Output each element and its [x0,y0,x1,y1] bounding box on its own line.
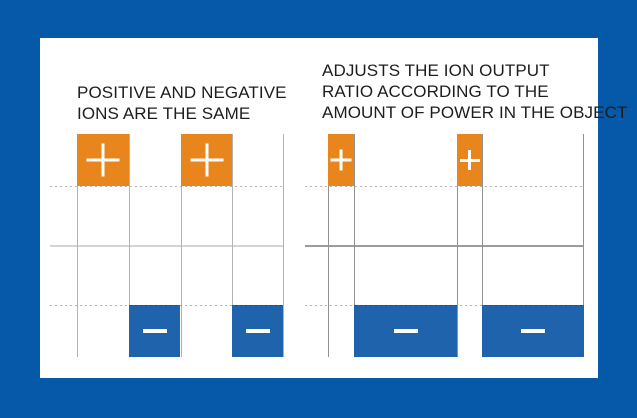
plus-icon [459,150,480,170]
pulse-boundary-line [457,134,458,357]
diagram-panel: POSITIVE AND NEGATIVE IONS ARE THE SAME … [40,38,627,378]
left-chart-title-line-2: IONS ARE THE SAME [77,104,251,123]
pulse-boundary-line [583,134,584,357]
pulse-boundary-line [482,134,483,357]
pulse-boundary-line [328,134,329,357]
negative-ion-pulse [129,305,180,357]
negative-ion-pulse [232,305,283,357]
pulse-boundary-line [181,134,182,357]
positive-ion-pulse [181,134,232,186]
positive-ion-pulse [457,134,482,186]
negative-threshold-dotted-line [50,305,283,306]
positive-ion-pulse [77,134,129,186]
pulse-boundary-line [354,134,355,357]
zero-axis-line [50,245,283,247]
plus-icon [86,143,120,177]
positive-threshold-dotted-line [50,186,283,187]
negative-ion-pulse [482,305,584,357]
plus-icon [190,143,223,177]
right-chart-title-line-1: ADJUSTS THE ION OUTPUT [322,61,550,80]
plus-icon [330,149,352,171]
left-chart [50,134,284,357]
right-chart [305,134,584,357]
negative-threshold-dotted-line [305,305,584,306]
negative-ion-pulse [354,305,457,357]
positive-threshold-dotted-line [305,186,584,187]
right-chart-title-line-3: AMOUNT OF POWER IN THE OBJECT [322,103,628,122]
pulse-boundary-line [232,134,233,357]
positive-ion-pulse [328,134,354,186]
minus-icon [142,329,167,333]
pulse-boundary-line [129,134,130,357]
minus-icon [245,329,270,333]
left-chart-title-line-1: POSITIVE AND NEGATIVE [77,83,287,102]
right-chart-title-line-2: RATIO ACCORDING TO THE [322,82,549,101]
pulse-boundary-line [77,134,78,357]
pulse-boundary-line [283,134,284,357]
minus-icon [393,329,418,333]
left-chart-title: POSITIVE AND NEGATIVE IONS ARE THE SAME [77,82,287,124]
minus-icon [521,329,545,333]
right-chart-title: ADJUSTS THE ION OUTPUT RATIO ACCORDING T… [322,60,627,123]
zero-axis-line [305,245,584,247]
